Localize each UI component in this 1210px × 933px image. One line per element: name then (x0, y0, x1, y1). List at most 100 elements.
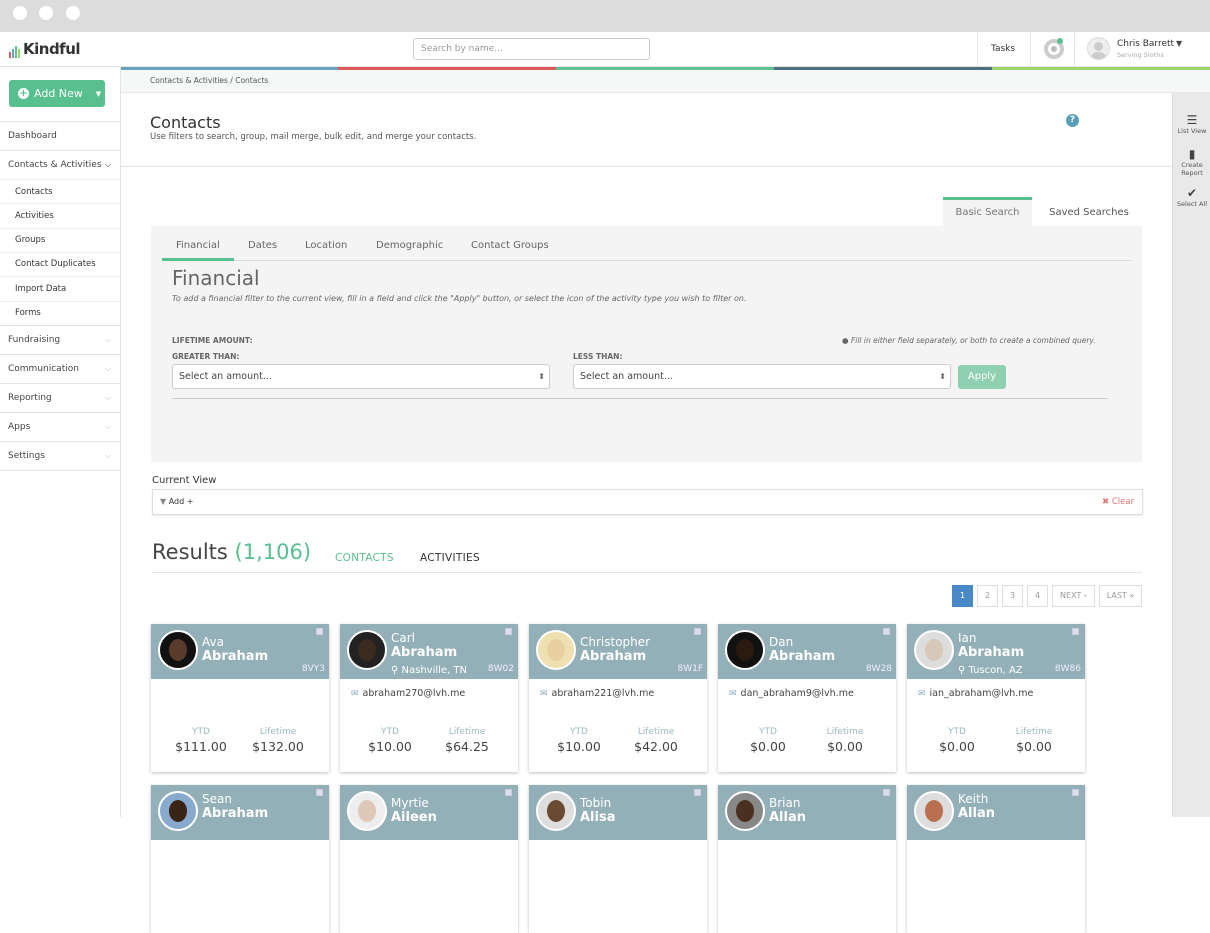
tab-basic-search[interactable]: Basic Search (943, 197, 1032, 226)
sidebar-subitem-activities[interactable]: Activities (0, 203, 120, 227)
contact-last-name[interactable]: Abraham (391, 645, 458, 660)
add-filter-label: Add + (168, 497, 194, 506)
contact-last-name[interactable]: Abraham (769, 649, 836, 664)
select-checkbox[interactable] (883, 789, 890, 796)
user-avatar[interactable] (1087, 37, 1110, 60)
contact-email[interactable]: ✉ ian_abraham@lvh.me (918, 688, 1033, 699)
lifetime-value: $132.00 (252, 739, 304, 754)
contact-card[interactable]: Christopher Abraham 8W1F ✉ abraham221@lvh… (529, 624, 707, 772)
sidebar-subitem-forms[interactable]: Forms (0, 300, 120, 325)
tasks-button[interactable]: Tasks (990, 44, 1016, 54)
ytd-stat: YTD $0.00 (733, 727, 803, 754)
page-button-2[interactable]: 2 (977, 585, 998, 607)
contact-first-name[interactable]: Ava (202, 635, 224, 649)
create-report-button[interactable]: ▮ Create Report (1173, 147, 1210, 177)
contact-email[interactable]: ✉ abraham221@lvh.me (540, 688, 654, 699)
filter-tab-location[interactable]: Location (305, 240, 348, 251)
contact-last-name[interactable]: Allan (958, 806, 996, 821)
select-checkbox[interactable] (316, 628, 323, 635)
help-icon[interactable]: ? (1066, 114, 1079, 127)
contact-card[interactable]: Dan Abraham 8W28 ✉ dan_abraham9@lvh.me YT… (718, 624, 896, 772)
results-heading: Results (1,106) (152, 540, 311, 564)
filter-tab-contact-groups[interactable]: Contact Groups (471, 240, 549, 251)
select-all-button[interactable]: ✔ Select All (1173, 186, 1210, 208)
user-menu-caret-icon[interactable]: ▼ (1176, 39, 1183, 48)
filter-tab-demographic[interactable]: Demographic (376, 240, 444, 251)
apply-button[interactable]: Apply (958, 365, 1006, 389)
page-button-3[interactable]: 3 (1002, 585, 1023, 607)
page-button-next[interactable]: NEXT › (1052, 585, 1095, 607)
contact-last-name[interactable]: Allan (769, 810, 807, 825)
contact-first-name[interactable]: Keith (958, 792, 989, 806)
window-maximize-button[interactable] (66, 6, 80, 20)
contact-email[interactable]: ✉ abraham270@lvh.me (351, 688, 465, 699)
filter-tab-financial[interactable]: Financial (176, 240, 220, 251)
contact-first-name[interactable]: Dan (769, 635, 794, 649)
tab-contacts[interactable]: CONTACTS (335, 552, 394, 564)
contact-last-name[interactable]: Abraham (958, 645, 1025, 660)
contact-last-name[interactable]: Alisa (580, 810, 616, 825)
page-button-last[interactable]: LAST » (1099, 585, 1142, 607)
contact-first-name[interactable]: Sean (202, 792, 232, 806)
sidebar-item-settings[interactable]: Settings ⌵ (0, 440, 120, 470)
select-checkbox[interactable] (316, 789, 323, 796)
contact-last-name[interactable]: Aileen (391, 810, 437, 825)
contact-card[interactable]: Myrtie Aileen (340, 785, 518, 933)
breadcrumb[interactable]: Contacts & Activities / Contacts (150, 76, 269, 85)
page-button-4[interactable]: 4 (1027, 585, 1048, 607)
tab-activities[interactable]: ACTIVITIES (420, 552, 480, 564)
add-new-button[interactable]: + Add New ▼ (9, 80, 105, 107)
select-checkbox[interactable] (1072, 789, 1079, 796)
contact-first-name[interactable]: Christopher (580, 635, 651, 649)
add-filter-button[interactable]: ▼ Add + (160, 497, 193, 506)
select-checkbox[interactable] (1072, 628, 1079, 635)
filter-icon: ▼ (160, 497, 167, 506)
sidebar-item-fundraising[interactable]: Fundraising ⌵ (0, 324, 120, 354)
contact-card[interactable]: Brian Allan (718, 785, 896, 933)
contact-card[interactable]: Sean Abraham (151, 785, 329, 933)
contact-card[interactable]: Ian Abraham ⚲ Tuscon, AZ 8W86 ✉ ian_abrah… (907, 624, 1085, 772)
contact-first-name[interactable]: Myrtie (391, 796, 429, 810)
contact-email[interactable]: ✉ dan_abraham9@lvh.me (729, 688, 854, 699)
contact-last-name[interactable]: Abraham (202, 806, 269, 821)
window-close-button[interactable] (13, 6, 27, 20)
sidebar-item-apps[interactable]: Apps ⌵ (0, 411, 120, 441)
list-view-button[interactable]: ☰ List View (1173, 113, 1210, 135)
contact-card[interactable]: Tobin Alisa (529, 785, 707, 933)
sidebar-item-communication[interactable]: Communication ⌵ (0, 353, 120, 383)
notifications-icon[interactable] (1044, 39, 1064, 59)
filter-tab-dates[interactable]: Dates (248, 240, 278, 251)
search-input[interactable] (413, 38, 650, 60)
sidebar-subitem-import-data[interactable]: Import Data (0, 276, 120, 300)
greater-than-select[interactable]: Select an amount... ⬍ (172, 364, 550, 389)
select-checkbox[interactable] (694, 628, 701, 635)
sidebar-item-reporting[interactable]: Reporting ⌵ (0, 382, 120, 412)
select-checkbox[interactable] (505, 628, 512, 635)
select-checkbox[interactable] (694, 789, 701, 796)
contact-last-name[interactable]: Abraham (202, 649, 269, 664)
less-than-select[interactable]: Select an amount... ⬍ (573, 364, 951, 389)
sidebar-item-dashboard[interactable]: Dashboard (0, 121, 120, 150)
kindful-logo[interactable]: Kindful (9, 40, 81, 58)
select-checkbox[interactable] (883, 628, 890, 635)
clear-button[interactable]: ✖ Clear (1102, 497, 1134, 507)
page-button-1[interactable]: 1 (952, 585, 973, 607)
sidebar-subitem-contacts[interactable]: Contacts (0, 179, 120, 203)
select-checkbox[interactable] (505, 789, 512, 796)
contact-first-name[interactable]: Tobin (580, 796, 612, 810)
contact-first-name[interactable]: Ian (958, 631, 977, 645)
contact-first-name[interactable]: Brian (769, 796, 801, 810)
contact-first-name[interactable]: Carl (391, 631, 415, 645)
tab-saved-searches[interactable]: Saved Searches (1049, 207, 1129, 218)
window-minimize-button[interactable] (39, 6, 53, 20)
sidebar-subitem-contact-duplicates[interactable]: Contact Duplicates (0, 251, 120, 276)
contact-card[interactable]: Keith Allan (907, 785, 1085, 933)
sidebar-item-contacts-activities[interactable]: Contacts & Activities ⌵ (0, 150, 120, 179)
sidebar-subitem-groups[interactable]: Groups (0, 227, 120, 252)
map-pin-icon: ⚲ (391, 665, 399, 676)
contact-card[interactable]: Carl Abraham ⚲ Nashville, TN 8W02 ✉ abrah… (340, 624, 518, 772)
contact-card[interactable]: Ava Abraham 8VY3 YTD $111.00 Lifetime $132… (151, 624, 329, 772)
divider (121, 166, 1172, 167)
user-name[interactable]: Chris Barrett (1117, 39, 1175, 49)
contact-last-name[interactable]: Abraham (580, 649, 647, 664)
